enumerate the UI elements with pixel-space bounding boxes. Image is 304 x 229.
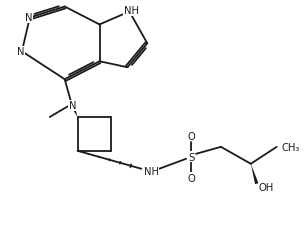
Text: O: O bbox=[187, 131, 195, 141]
Text: N: N bbox=[69, 101, 76, 111]
Text: CH₃: CH₃ bbox=[282, 142, 300, 152]
Text: OH: OH bbox=[259, 182, 274, 192]
Polygon shape bbox=[251, 164, 258, 184]
Text: O: O bbox=[187, 173, 195, 183]
Text: S: S bbox=[188, 152, 194, 162]
Polygon shape bbox=[70, 104, 78, 117]
Text: N: N bbox=[17, 47, 25, 57]
Text: N: N bbox=[25, 14, 33, 23]
Text: NH: NH bbox=[124, 6, 139, 16]
Text: NH: NH bbox=[144, 166, 159, 176]
